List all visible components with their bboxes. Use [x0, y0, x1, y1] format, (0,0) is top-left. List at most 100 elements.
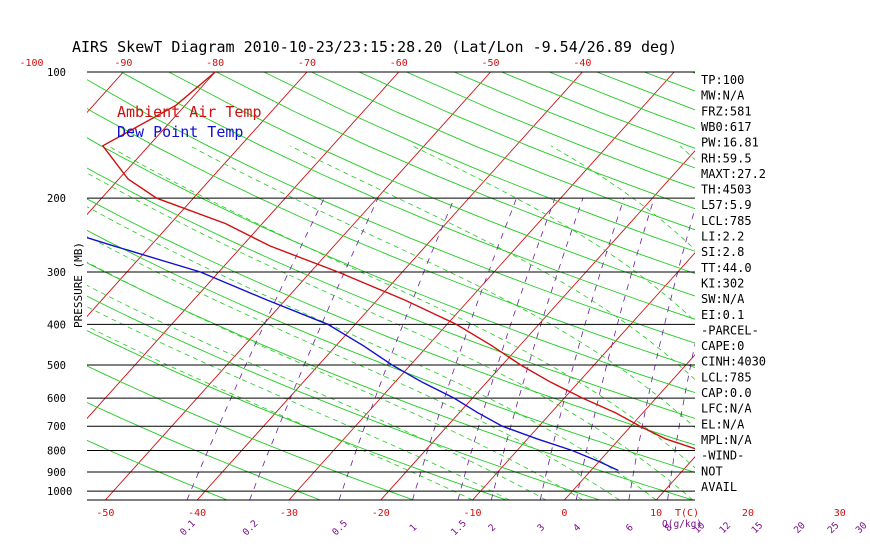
- dry-adiabat-line: [87, 229, 695, 473]
- stability-index: LCL:785: [701, 370, 752, 384]
- moist-adiabat-line: [412, 145, 695, 322]
- stability-index: RH:59.5: [701, 151, 752, 165]
- mixing-ratio-line: [861, 198, 870, 500]
- pressure-tick-label: 900: [47, 467, 66, 479]
- isobars: [87, 71, 695, 501]
- pressure-tick-label: 700: [47, 421, 66, 433]
- stability-index: PW:16.81: [701, 136, 759, 150]
- dry-adiabat-line: [168, 72, 695, 297]
- pressure-tick-label: 800: [47, 446, 66, 458]
- mixing-ratio-tick: 0.5: [330, 518, 350, 538]
- mixing-ratio-line: [457, 198, 556, 500]
- isotherm-line: [655, 456, 695, 500]
- legend-dew-point-temp: Dew Point Temp: [117, 123, 243, 141]
- top-temperature-tick: -70: [298, 58, 316, 69]
- mixing-ratio-line: [249, 198, 379, 500]
- mixing-ratio-tick: 20: [792, 520, 808, 536]
- bottom-temperature-tick: 0: [561, 508, 567, 519]
- mixing-ratio-tick: 4: [571, 522, 583, 534]
- mixing-ratio-tick: 6: [624, 522, 636, 534]
- moist-adiabat-line: [87, 206, 657, 500]
- stability-index: TP:100: [701, 73, 744, 87]
- ambient-air-temp-line: [101, 72, 695, 450]
- moist-adiabat-line: [189, 145, 695, 429]
- stability-index: -PARCEL-: [701, 323, 759, 337]
- pressure-tick-label: 1000: [47, 486, 72, 498]
- dry-adiabat-line: [406, 72, 695, 189]
- dry-adiabat-line: [87, 198, 695, 446]
- mixing-ratio-line: [412, 198, 517, 500]
- isotherm-line: [748, 72, 870, 500]
- dry-adiabat-line: [87, 439, 228, 500]
- stability-index: TT:44.0: [701, 261, 752, 275]
- pressure-axis: 100 200 300 400 500 600 700 800 900 1000: [47, 67, 72, 498]
- mixing-ratio-line: [338, 198, 455, 500]
- dry-adiabat-line: [87, 365, 414, 500]
- mixing-ratio-tick: 12: [717, 520, 733, 536]
- dry-adiabat-line: [216, 72, 695, 274]
- stability-index: CAP:0.0: [701, 386, 752, 400]
- mixing-ratio-tick: 3: [535, 522, 547, 534]
- stability-index: MPL:N/A: [701, 433, 752, 447]
- dry-adiabat-line: [87, 295, 600, 500]
- stability-index: LCL:785: [701, 214, 752, 228]
- moist-adiabat-line: [87, 261, 583, 500]
- isotherm-line: [87, 72, 400, 420]
- isotherm-line: [87, 72, 124, 114]
- mixing-ratio-line: [575, 198, 655, 500]
- moist-adiabat-line: [87, 172, 694, 500]
- mixing-ratio-tick: 15: [749, 520, 765, 536]
- stability-index: LI:2.2: [701, 230, 744, 244]
- mixing-ratio-line: [186, 198, 325, 500]
- top-temperature-axis: -120-110-100-90-80-70-60-50-40: [20, 58, 592, 69]
- isotherm-line: [87, 72, 308, 318]
- mixing-ratio-tick: 30: [854, 520, 870, 536]
- stability-index: CAPE:0: [701, 339, 744, 353]
- dry-adiabat-line: [263, 72, 695, 252]
- pressure-tick-label: 500: [47, 360, 66, 372]
- mixing-ratio-line: [539, 198, 625, 500]
- stability-index: NOT: [701, 464, 723, 478]
- dry-adiabat-line: [87, 167, 695, 419]
- mixing-ratio-tick: 2: [486, 522, 498, 534]
- mixing-ratio-tick: 0.1: [178, 518, 198, 538]
- pressure-tick-label: 200: [47, 193, 66, 205]
- bottom-temperature-tick: 20: [742, 508, 754, 519]
- isotherm-line: [196, 72, 583, 500]
- top-temperature-tick: -50: [482, 58, 500, 69]
- profiles: [87, 72, 695, 472]
- stability-index: -WIND-: [701, 449, 744, 463]
- isotherm-line: [0, 72, 32, 500]
- y-axis-label: PRESSURE (MB): [72, 242, 85, 328]
- mixing-ratio-tick: 1: [408, 522, 420, 534]
- mixing-ratio-line: [833, 198, 867, 500]
- pressure-tick-label: 100: [47, 67, 66, 79]
- isotherm-line: [105, 72, 491, 500]
- stability-index: WB0:617: [701, 120, 752, 134]
- mixing-ratio-axis: 0.10.20.511.52346810121520253040Q(g/kg): [178, 518, 870, 538]
- isotherm-line: [87, 72, 216, 216]
- mixing-ratio-line: [756, 198, 803, 500]
- stability-index: TH:4503: [701, 183, 752, 197]
- bottom-temperature-tick: -20: [372, 508, 390, 519]
- dry-adiabat-line: [87, 262, 693, 500]
- dry-adiabat-line: [87, 79, 695, 344]
- pressure-tick-label: 300: [47, 267, 66, 279]
- moist-adiabat-line: [87, 235, 620, 500]
- mixing-ratio-tick: 0.2: [241, 518, 261, 538]
- stability-index: KI:302: [701, 276, 744, 290]
- mixing-ratio-tick: 25: [826, 520, 842, 536]
- mixing-ratio-line: [667, 342, 695, 500]
- mixing-ratio-line: [490, 198, 584, 500]
- dry-adiabat-line: [120, 72, 695, 320]
- dry-adiabat-line: [87, 330, 507, 500]
- stability-index: AVAIL: [701, 480, 737, 494]
- top-temperature-tick: -100: [20, 58, 44, 69]
- stability-index: SI:2.8: [701, 245, 744, 259]
- bottom-temperature-tick: -30: [280, 508, 298, 519]
- stability-index: FRZ:581: [701, 104, 752, 118]
- isotherm-line: [288, 72, 675, 500]
- pressure-tick-label: 600: [47, 393, 66, 405]
- top-temperature-tick: -90: [114, 58, 132, 69]
- top-temperature-tick: -80: [206, 58, 224, 69]
